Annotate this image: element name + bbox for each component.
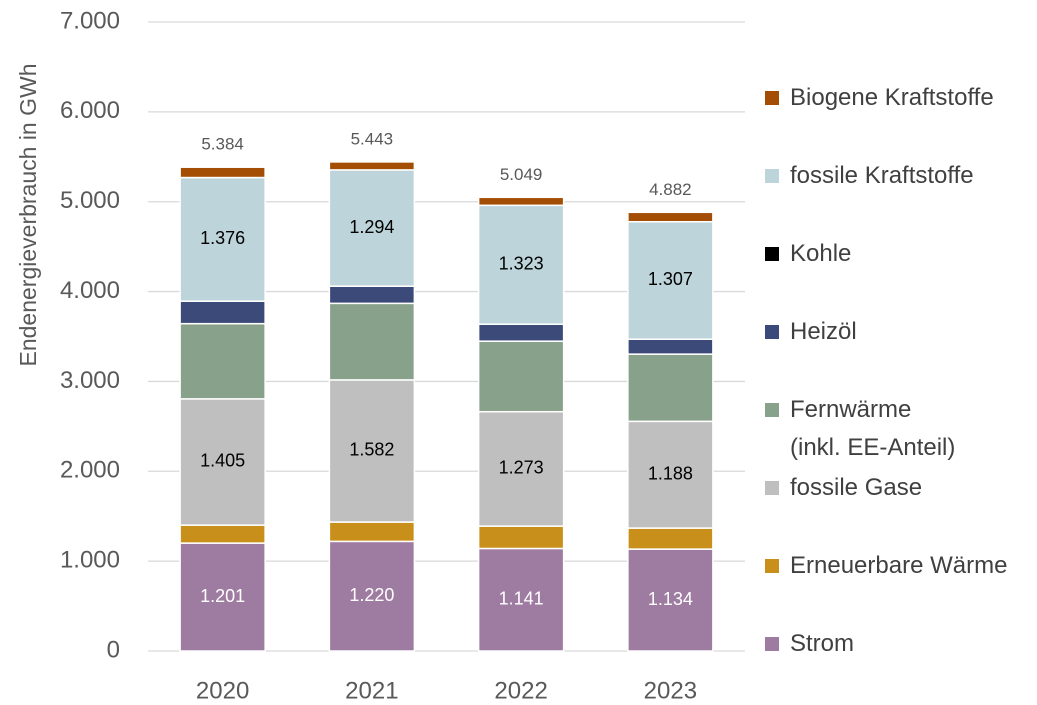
legend-swatch: [765, 169, 779, 183]
bar-segment: [627, 420, 714, 529]
legend-swatch: [765, 637, 779, 651]
y-tick-label: 3.000: [60, 367, 120, 394]
bar-segment: [627, 338, 714, 355]
bar-segment: [328, 161, 416, 171]
segment-label: 1.141: [499, 588, 544, 608]
segment-label: 1.405: [200, 451, 245, 471]
legend-label: Fernwärme (inkl. EE-Anteil): [790, 396, 956, 461]
bar-segment: [179, 300, 266, 325]
segment-label: 1.376: [200, 228, 245, 248]
bar-segment: [179, 524, 266, 544]
x-tick-label: 2023: [644, 677, 697, 704]
legend-label: Heizöl: [790, 318, 857, 345]
legend-swatch: [765, 247, 779, 261]
bar-segment: [477, 525, 565, 550]
bar-segment: [627, 527, 714, 550]
total-label: 5.384: [201, 135, 244, 154]
bar-segment: [179, 542, 266, 652]
legend-swatch: [765, 91, 779, 105]
segment-label: 1.201: [200, 586, 245, 606]
bar-segment: [477, 204, 565, 325]
total-label: 5.049: [500, 165, 543, 184]
y-tick-label: 5.000: [60, 187, 120, 214]
segment-label: 1.582: [349, 440, 394, 460]
bar-segment: [179, 176, 266, 302]
y-tick-label: 6.000: [60, 97, 120, 124]
segment-label: 1.188: [648, 463, 693, 483]
y-tick-label: 2.000: [60, 457, 120, 484]
legend-swatch: [765, 403, 779, 417]
segment-label: 1.307: [648, 269, 693, 289]
bar-segment: [477, 547, 565, 652]
x-tick-label: 2022: [494, 677, 547, 704]
bar-segment: [328, 521, 416, 543]
legend-label: Biogene Kraftstoffe: [790, 84, 994, 111]
y-axis-label: Endenergieverbrauch in GWh: [15, 64, 41, 367]
y-tick-label: 7.000: [60, 7, 120, 34]
y-tick-label: 0: [107, 636, 120, 663]
segment-label: 1.220: [349, 585, 394, 605]
bar-segment: [328, 169, 416, 287]
bar-segment: [179, 398, 266, 526]
legend-swatch: [765, 481, 779, 495]
bar-segment: [477, 340, 565, 413]
total-label: 5.443: [351, 129, 394, 148]
bar-segment: [179, 166, 266, 179]
bar-segment: [477, 196, 565, 207]
segment-label: 1.273: [499, 458, 544, 478]
segment-label: 1.134: [648, 589, 693, 609]
bar-segment: [477, 323, 565, 342]
legend-label: fossile Kraftstoffe: [790, 162, 974, 189]
bar-segment: [627, 211, 714, 223]
bar-segment: [627, 548, 714, 652]
segment-label: 1.323: [499, 253, 544, 273]
segment-label: 1.294: [349, 217, 394, 237]
y-tick-label: 1.000: [60, 546, 120, 573]
bar-segment: [179, 322, 266, 400]
bar-segment: [328, 540, 416, 652]
bar-segment: [328, 302, 416, 381]
x-tick-label: 2020: [196, 677, 249, 704]
total-label: 4.882: [649, 180, 692, 199]
legend-label: Kohle: [790, 240, 852, 267]
y-tick-label: 4.000: [60, 277, 120, 304]
bar-segment: [328, 285, 416, 305]
legend-label: fossile Gase: [790, 474, 923, 501]
legend-label: Erneuerbare Wärme: [790, 552, 1008, 579]
bar-segment: [627, 353, 714, 423]
legend-swatch: [765, 325, 779, 339]
bar-segment: [477, 410, 565, 527]
x-tick-label: 2021: [345, 677, 398, 704]
legend-label: Strom: [790, 630, 855, 657]
legend-swatch: [765, 559, 779, 573]
bar-segment: [627, 221, 714, 340]
